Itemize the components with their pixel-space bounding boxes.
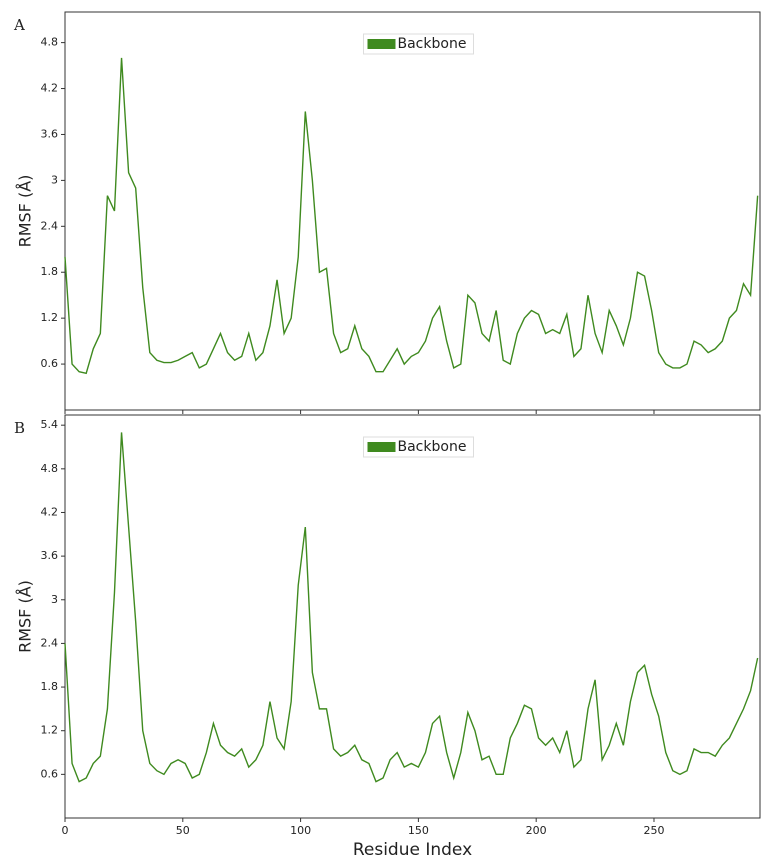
y-tick-label: 0.6 xyxy=(41,767,59,780)
y-axis-label: RMSF (Å) xyxy=(16,175,35,248)
y-tick-label: 4.8 xyxy=(41,462,59,475)
y-tick-label: 4.2 xyxy=(41,82,59,95)
y-tick-label: 0.6 xyxy=(41,357,59,370)
y-tick-label: 5.4 xyxy=(41,418,59,431)
y-tick-label: 1.2 xyxy=(41,724,59,737)
x-tick-label: 50 xyxy=(176,824,190,837)
y-tick-label: 3.6 xyxy=(41,127,59,140)
y-tick-label: 1.8 xyxy=(41,680,59,693)
x-tick-label: 150 xyxy=(408,824,429,837)
legend-swatch xyxy=(367,442,396,452)
y-tick-label: 2.4 xyxy=(41,219,59,232)
panel-label: B xyxy=(14,419,25,437)
x-tick-label: 200 xyxy=(526,824,547,837)
plot-frame xyxy=(64,414,761,819)
y-tick-label: 1.2 xyxy=(41,311,59,324)
x-axis-label: Residue Index xyxy=(353,840,472,860)
data-line xyxy=(64,432,759,783)
y-tick-label: 3 xyxy=(51,173,58,186)
legend-label: Backbone xyxy=(398,36,467,52)
panel-label: A xyxy=(13,16,25,34)
y-axis-label: RMSF (Å) xyxy=(16,580,35,653)
x-tick-label: 0 xyxy=(62,824,69,837)
y-tick-label: 2.4 xyxy=(41,636,59,649)
x-tick-label: 250 xyxy=(643,824,664,837)
legend-swatch xyxy=(367,39,396,49)
y-tick-label: 4.8 xyxy=(41,36,59,49)
legend-label: Backbone xyxy=(398,439,467,455)
data-line xyxy=(64,57,759,375)
y-tick-label: 1.8 xyxy=(41,265,59,278)
x-tick-label: 100 xyxy=(290,824,311,837)
y-tick-label: 3 xyxy=(51,593,58,606)
y-tick-label: 3.6 xyxy=(41,549,59,562)
plot-frame xyxy=(64,11,761,411)
y-tick-label: 4.2 xyxy=(41,505,59,518)
